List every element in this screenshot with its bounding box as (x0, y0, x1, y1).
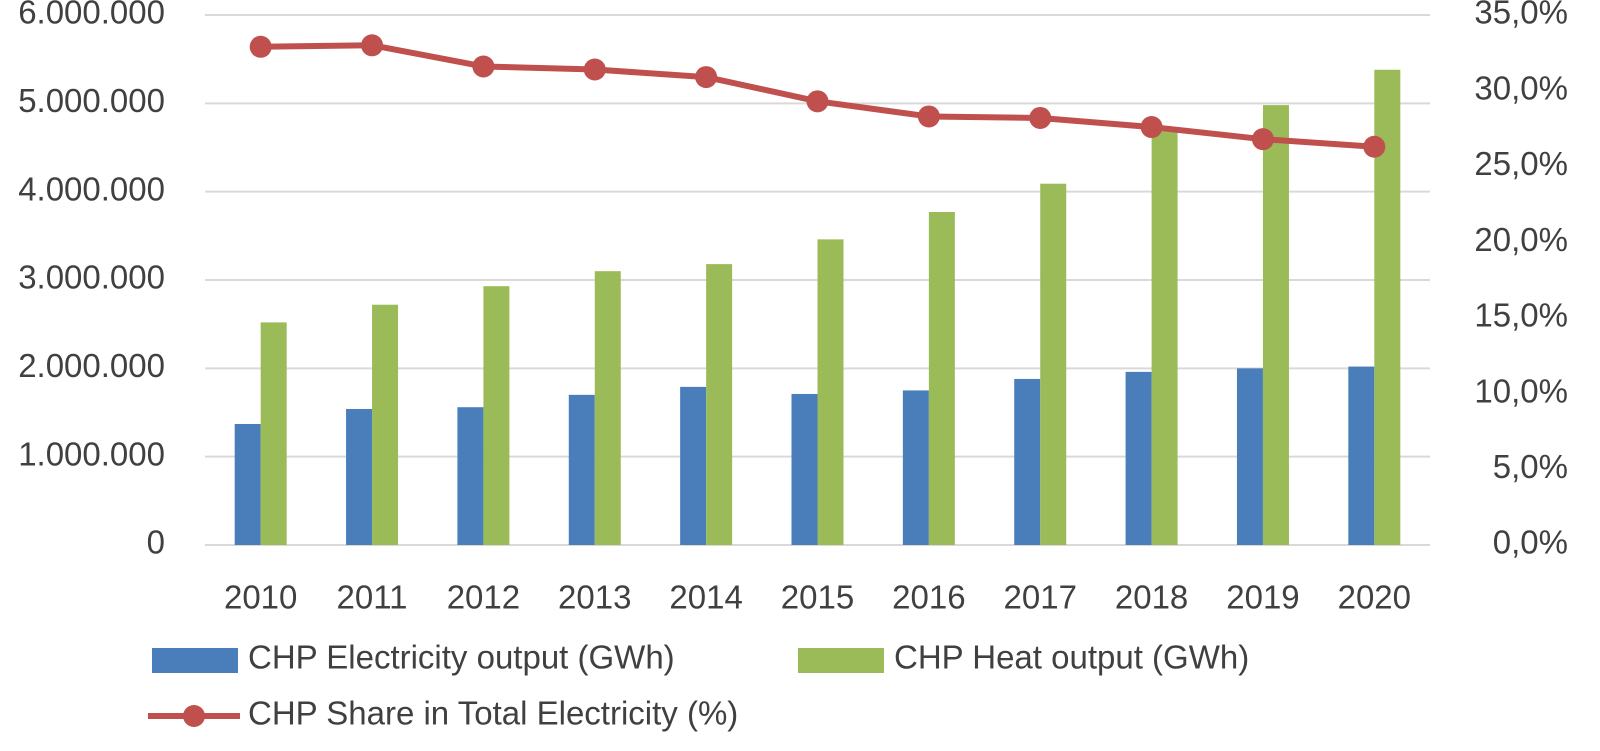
legend-swatch (152, 648, 238, 673)
line-marker (1029, 106, 1052, 129)
y-tick-label: 3.000.000 (18, 259, 165, 296)
bar (1236, 368, 1263, 545)
line-marker (472, 55, 495, 78)
x-tick-label: 2020 (1338, 579, 1411, 616)
x-tick-label: 2018 (1115, 579, 1188, 616)
y2-tick-label: 25,0% (1474, 145, 1568, 182)
y2-tick-label: 5,0% (1493, 448, 1568, 485)
x-tick-label: 2016 (892, 579, 965, 616)
legend-label: CHP Electricity output (GWh) (248, 639, 675, 676)
line-marker (806, 90, 829, 113)
bar (260, 322, 287, 545)
legend-label: CHP Share in Total Electricity (%) (248, 695, 738, 732)
line-marker (361, 34, 384, 57)
legend-label: CHP Heat output (GWh) (894, 639, 1249, 676)
x-tick-label: 2013 (558, 579, 631, 616)
y2-tick-label: 35,0% (1474, 0, 1568, 31)
line-marker (1363, 135, 1386, 158)
line-marker (917, 105, 940, 128)
x-tick-label: 2017 (1004, 579, 1077, 616)
bar (594, 271, 621, 545)
y-tick-label: 4.000.000 (18, 170, 165, 207)
legend-marker (183, 705, 205, 727)
line-marker (1251, 128, 1274, 151)
bar (372, 304, 399, 545)
bar (817, 239, 844, 545)
x-tick-label: 2015 (781, 579, 854, 616)
bar (1151, 129, 1178, 546)
x-tick-label: 2011 (337, 579, 408, 616)
line-marker (1140, 116, 1163, 139)
bar (1040, 183, 1067, 545)
x-tick-label: 2019 (1226, 579, 1299, 616)
x-tick-label: 2012 (447, 579, 520, 616)
bar (234, 423, 261, 545)
y-tick-label: 0 (147, 524, 165, 561)
legend-swatch (798, 648, 884, 673)
bar (706, 264, 733, 545)
x-tick-label: 2010 (224, 579, 297, 616)
y2-tick-label: 15,0% (1474, 297, 1568, 334)
bar (1262, 105, 1289, 545)
bar (791, 393, 818, 545)
y-tick-label: 6.000.000 (18, 0, 165, 31)
bar (902, 390, 929, 545)
y-tick-label: 5.000.000 (18, 82, 165, 119)
bar (1348, 366, 1375, 545)
y2-tick-label: 20,0% (1474, 221, 1568, 258)
y2-tick-label: 10,0% (1474, 372, 1568, 409)
bar (1014, 378, 1041, 545)
y2-tick-label: 0,0% (1493, 524, 1568, 561)
bar (928, 211, 955, 545)
line-marker (249, 35, 272, 58)
bar (568, 394, 595, 545)
bar (457, 407, 484, 545)
bar (1125, 371, 1152, 545)
bar (346, 408, 373, 545)
bar (680, 386, 707, 545)
line-marker (583, 58, 606, 81)
y-tick-label: 2.000.000 (18, 347, 165, 384)
y2-tick-label: 30,0% (1474, 69, 1568, 106)
x-tick-label: 2014 (669, 579, 742, 616)
line-marker (695, 66, 718, 89)
bar (483, 286, 510, 545)
y-tick-label: 1.000.000 (18, 435, 165, 472)
